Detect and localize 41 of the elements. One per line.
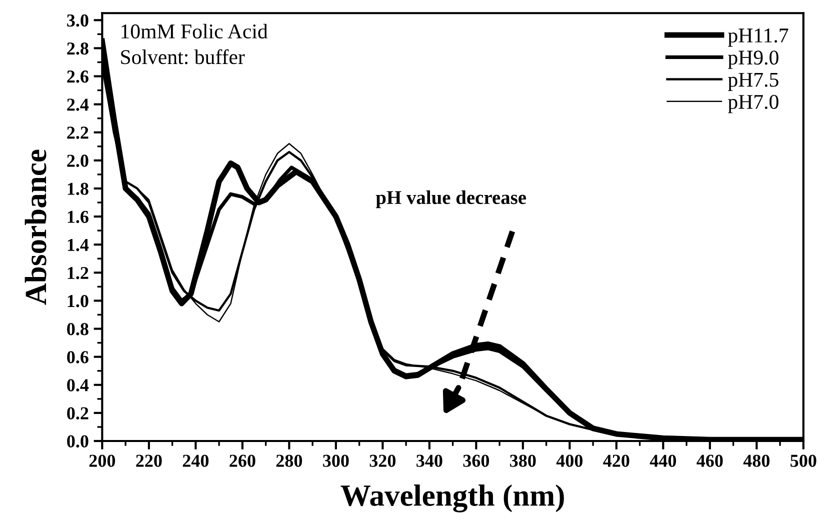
x-tick-label: 320 xyxy=(370,454,396,467)
x-tick-label: 340 xyxy=(416,454,442,467)
y-tick-label: 1.2 xyxy=(68,266,88,280)
legend-label: pH7.5 xyxy=(728,72,778,92)
y-tick-label: 1.6 xyxy=(68,210,88,224)
x-tick-label: 220 xyxy=(136,454,162,467)
x-tick-label: 200 xyxy=(89,454,116,467)
y-tick-label: 0.0 xyxy=(67,435,88,448)
x-tick-label: 260 xyxy=(230,454,256,467)
x-axis-title: Wavelength (nm) xyxy=(340,484,564,512)
x-tick-label: 440 xyxy=(650,454,676,467)
annotation: pH value decrease xyxy=(376,190,526,208)
x-tick-label: 420 xyxy=(603,454,630,467)
legend-label: pH7.0 xyxy=(728,94,778,114)
y-tick-label: 2.6 xyxy=(67,70,88,83)
annotation: 10mM Folic Acid xyxy=(122,24,268,38)
y-tick-label: 1.0 xyxy=(68,294,88,308)
y-axis-title: Absorbance xyxy=(24,150,46,305)
x-tick-label: 280 xyxy=(276,454,302,467)
y-tick-label: 0.8 xyxy=(67,323,88,336)
x-tick-label: 460 xyxy=(696,454,723,467)
y-tick-label: 1.8 xyxy=(68,182,88,196)
legend-label: pH9.0 xyxy=(728,50,778,69)
y-tick-label: 2.4 xyxy=(67,98,89,111)
x-tick-label: 500 xyxy=(790,454,816,467)
x-tick-label: 360 xyxy=(463,454,490,467)
y-tick-label: 0.6 xyxy=(67,351,88,364)
x-tick-label: 240 xyxy=(182,454,209,467)
annotation: Solvent: buffer xyxy=(121,49,245,64)
y-tick-label: 0.2 xyxy=(67,407,88,420)
x-tick-label: 300 xyxy=(323,454,349,467)
x-tick-label: 400 xyxy=(556,454,583,467)
y-tick-label: 3.0 xyxy=(67,14,88,27)
x-tick-label: 480 xyxy=(743,454,770,467)
y-tick-label: 2.2 xyxy=(67,126,88,139)
x-tick-label: 380 xyxy=(510,454,536,467)
y-tick-label: 2.8 xyxy=(67,42,88,55)
y-tick-label: 0.4 xyxy=(67,379,89,392)
y-tick-label: 1.4 xyxy=(68,238,89,252)
legend-label: pH11.7 xyxy=(728,28,788,47)
y-tick-label: 2.0 xyxy=(67,154,88,167)
